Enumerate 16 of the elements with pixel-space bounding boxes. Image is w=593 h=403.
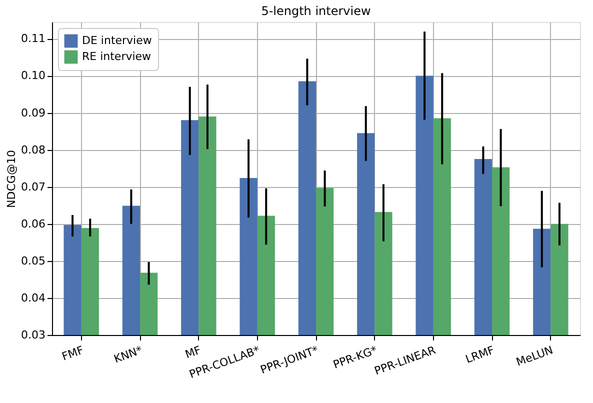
y-tick-label: 0.03	[21, 328, 46, 342]
y-tick-label: 0.10	[21, 69, 46, 82]
x-tick-label: FMF	[60, 344, 86, 364]
y-tick-label: 0.08	[21, 143, 46, 156]
legend-label: RE interview	[82, 50, 152, 63]
chart-title: 5-length interview	[261, 4, 371, 18]
y-tick-label: 0.11	[21, 32, 46, 46]
y-tick-label: 0.09	[21, 106, 46, 120]
y-tick-label: 0.07	[21, 180, 46, 194]
y-tick-label: 0.04	[21, 291, 46, 304]
legend-label: DE interview	[82, 34, 152, 47]
y-axis-title: NDCG@10	[5, 150, 18, 208]
x-tick-label: KNN*	[112, 343, 145, 366]
x-tick-label: LRMF	[464, 344, 496, 366]
y-tick-label: 0.05	[21, 254, 46, 268]
y-tick-label: 0.06	[21, 217, 46, 230]
